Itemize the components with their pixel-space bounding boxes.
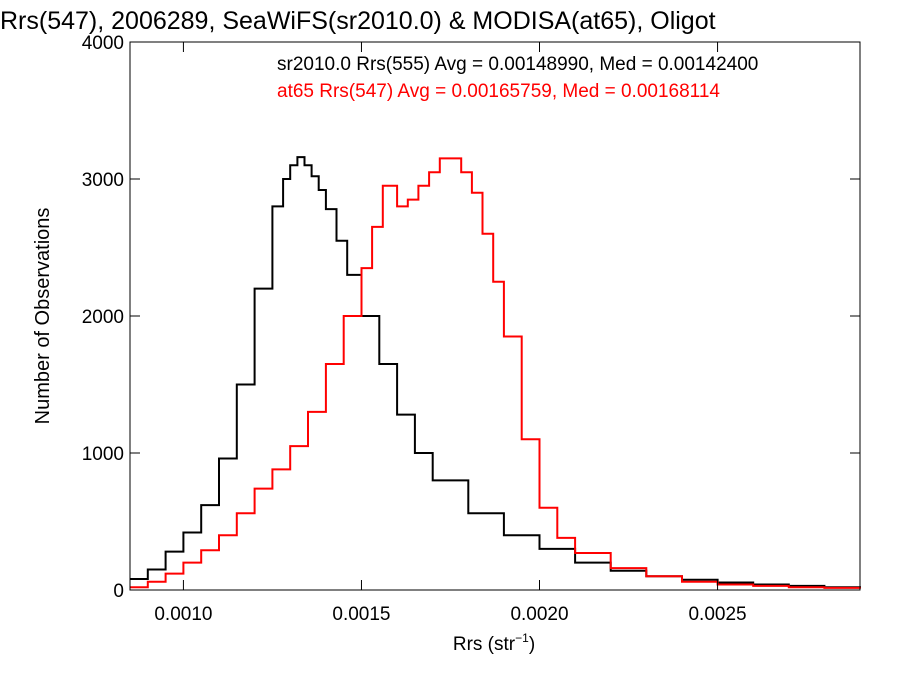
series-layer [130, 156, 861, 589]
ticks-layer: 0.0010 0.0015 0.0020 0.0025 0 1000 2000 3000 400… [82, 33, 860, 625]
plot-frame [129, 41, 861, 591]
x-tick-label-1: 0.0015 [332, 604, 390, 625]
y-tick-label-0: 0 [113, 581, 124, 602]
y-tick-label-1: 1000 [82, 444, 124, 465]
x-axis-label-close: ) [529, 634, 535, 655]
x-tick-label-2: 0.0020 [510, 604, 568, 625]
annotation-black: sr2010.0 Rrs(555) Avg = 0.00148990, Med … [277, 54, 758, 75]
annotation-red: at65 Rrs(547) Avg = 0.00165759, Med = 0.… [277, 81, 720, 102]
y-tick-label-2: 2000 [82, 307, 124, 328]
series-line-0 [130, 156, 861, 589]
chart-title: Rrs(547), 2006289, SeaWiFS(sr2010.0) & M… [0, 7, 716, 35]
x-axis-label-main: Rrs (str [453, 634, 516, 655]
y-axis-label: Number of Observations [32, 208, 54, 425]
series-line-1 [130, 157, 861, 589]
x-tick-label-0: 0.0010 [154, 604, 212, 625]
x-tick-label-3: 0.0025 [688, 604, 746, 625]
x-axis-label-sup: −1 [515, 631, 529, 645]
y-tick-label-4: 4000 [82, 33, 124, 54]
y-tick-label-3: 3000 [82, 170, 124, 191]
x-axis-label: Rrs (str−1) [453, 631, 535, 655]
